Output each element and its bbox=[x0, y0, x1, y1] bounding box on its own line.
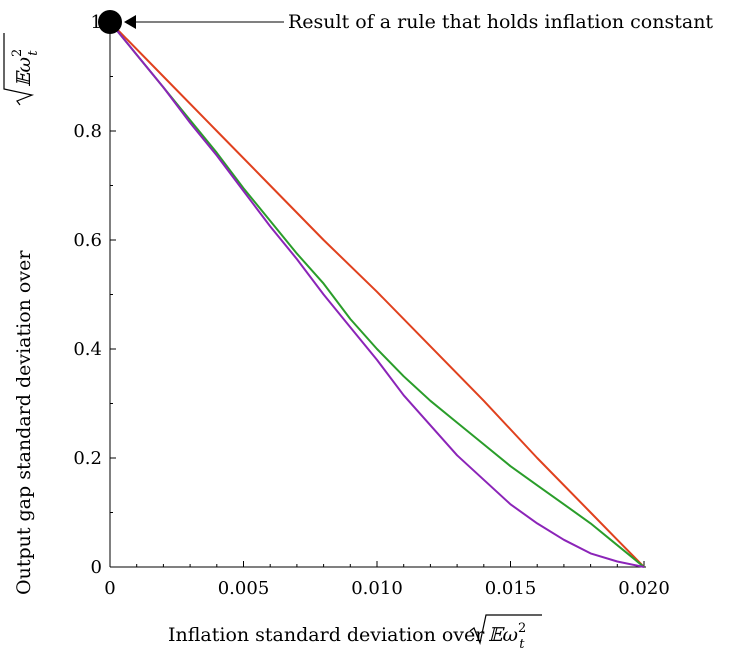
series-line-3 bbox=[109, 21, 645, 568]
radical-expr-text: 𝔼ω bbox=[13, 57, 35, 87]
x-tick-label: 0.010 bbox=[351, 578, 403, 599]
constant-inflation-marker bbox=[98, 10, 122, 34]
y-axis-title-text: Output gap standard deviation over bbox=[13, 250, 35, 595]
x-axis-title-text: Inflation standard deviation over bbox=[168, 624, 485, 646]
radical-sub: t bbox=[26, 50, 41, 56]
annotation-group: Result of a rule that holds inflation co… bbox=[98, 10, 713, 34]
y-tick-label: 0.6 bbox=[73, 230, 102, 251]
sqrt-sign bbox=[3, 33, 35, 106]
radical-sub: t bbox=[519, 637, 525, 651]
series-group bbox=[109, 21, 645, 568]
x-tick-label: 0.015 bbox=[485, 578, 537, 599]
x-tick-label: 0.005 bbox=[218, 578, 270, 599]
annotation-text: Result of a rule that holds inflation co… bbox=[288, 11, 713, 33]
x-axis-radical: 𝔼ω2 t bbox=[469, 614, 542, 651]
x-tick-label: 0 bbox=[104, 578, 115, 599]
axes bbox=[109, 18, 646, 568]
y-tick-label: 1 bbox=[91, 12, 102, 33]
radical-expr-text: 𝔼ω bbox=[488, 624, 518, 646]
y-axis-title-group: Output gap standard deviation over 𝔼ω2t bbox=[3, 33, 41, 595]
y-axis-title: Output gap standard deviation over bbox=[13, 250, 35, 595]
x-tick-label: 0.020 bbox=[618, 578, 670, 599]
y-axis-radical: 𝔼ω2t bbox=[3, 33, 41, 106]
series-line-1 bbox=[109, 21, 645, 568]
y-tick-label: 0.8 bbox=[73, 121, 102, 142]
y-tick-label: 0.2 bbox=[73, 448, 102, 469]
series-line-2 bbox=[109, 21, 645, 568]
annotation-arrowhead bbox=[124, 15, 136, 29]
x-axis-title: Inflation standard deviation over bbox=[168, 624, 485, 646]
sqrt-sign bbox=[469, 614, 542, 646]
y-tick-label: 0 bbox=[91, 557, 102, 578]
radical-expression: 𝔼ω2t bbox=[10, 49, 41, 87]
radical-sup: 2 bbox=[10, 49, 25, 57]
y-tick-label: 0.4 bbox=[73, 339, 102, 360]
radical-sup: 2 bbox=[518, 621, 526, 636]
ticks: 0 0.005 0.010 0.015 0.020 0 0.2 0.4 0.6 0.8 1 bbox=[73, 12, 669, 599]
